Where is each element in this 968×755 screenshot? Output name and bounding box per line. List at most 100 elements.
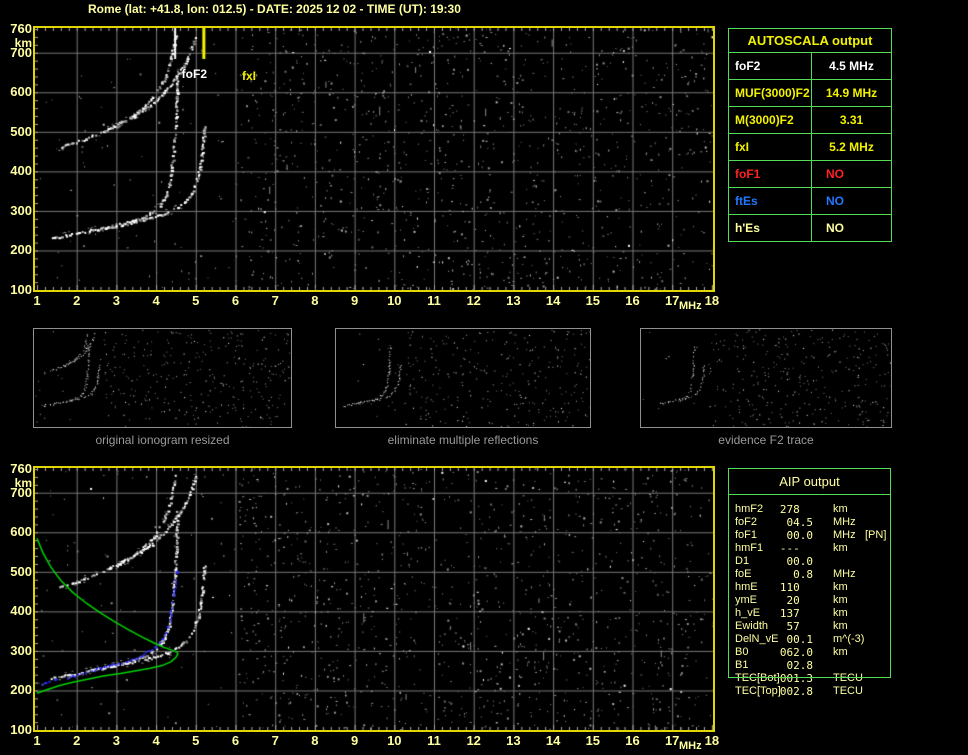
aip-row-value: 002.8 [779, 685, 813, 698]
aip-row-label: B1 [735, 659, 749, 671]
autoscala-row-label: ftEs [729, 188, 812, 214]
aip-row-unit: MHz [833, 516, 856, 528]
autoscala-row-value: NO [826, 194, 844, 208]
autoscala-row-value: 4.5 MHz [829, 59, 874, 73]
aip-row: Ewidth 57 km [729, 620, 897, 633]
aip-row-value: 00.1 [779, 633, 813, 646]
x-axis-label: 16 [625, 293, 640, 308]
autoscala-row-label: h'Es [729, 215, 812, 241]
aip-row-label: TEC[Top] [735, 685, 781, 697]
autoscala-row-label: MUF(3000)F2 [729, 80, 812, 106]
x-axis-label: 6 [231, 733, 240, 748]
fof2-marker-label: foF2 [181, 67, 207, 81]
autoscala-row-value: 5.2 MHz [829, 140, 874, 154]
y-axis-label: 100 [10, 282, 32, 298]
aip-row-value: 001.3 [779, 672, 813, 685]
autoscala-row-label: foF1 [729, 161, 812, 187]
autoscala-row-label: foF2 [729, 53, 812, 79]
bottom-ionogram-plot [33, 466, 715, 732]
aip-row: ymE 20 km [729, 594, 897, 607]
y-axis-label: 100 [10, 722, 32, 738]
thumbnail-evidence-canvas [641, 329, 891, 427]
aip-row: hmE 110 km [729, 581, 897, 594]
autoscala-row: foF1 NO [729, 160, 891, 187]
aip-row-label: TEC[Bot] [735, 672, 780, 684]
thumbnail-eliminate-reflections [335, 328, 591, 428]
fxi-marker-label: fxI [242, 69, 257, 83]
x-axis-label: 7 [271, 733, 279, 748]
aip-row-label: foE [735, 568, 752, 580]
aip-row: hmF2 278 km [729, 503, 897, 516]
aip-row-label: hmF1 [735, 542, 764, 554]
aip-row-value: 110 [779, 581, 813, 594]
x-axis-label: 15 [585, 293, 601, 308]
y-axis-label: 300 [10, 642, 32, 658]
autoscala-row-value: NO [826, 221, 844, 235]
aip-row-unit: MHz [833, 529, 856, 541]
thumbnail-original-canvas [34, 329, 291, 427]
bottom-ionogram-canvas [35, 468, 713, 730]
y-axis-label: 760 [10, 461, 32, 476]
x-axis-label: 17 [664, 733, 680, 748]
x-axis-label: 8 [311, 733, 319, 748]
x-axis-label: 9 [350, 733, 359, 748]
y-axis-label: 200 [10, 242, 32, 258]
aip-row-value: 57 [779, 620, 813, 633]
x-axis-label: 6 [231, 293, 240, 308]
aip-row-unit: km [833, 503, 848, 515]
autoscala-row: fxI 5.2 MHz [729, 133, 891, 160]
aip-row-label: ymE [735, 594, 757, 606]
aip-row-unit: MHz [833, 568, 856, 580]
top-ionogram-plot: foF2 fxI [33, 26, 715, 292]
autoscala-row-value: NO [826, 167, 844, 181]
aip-table-rows: hmF2 278 km foF2 04.5 MHz foF1 00.0 MHz [PN] hm… [729, 503, 897, 698]
x-axis-label: 10 [387, 293, 402, 308]
aip-row-label: foF1 [735, 529, 758, 541]
thumbnail-evidence-f2 [640, 328, 892, 428]
x-axis-label: 11 [427, 733, 441, 748]
aip-row: h_vE 137 km [729, 607, 897, 620]
y-axis-label: 700 [10, 44, 32, 60]
aip-row-value: 02.8 [779, 659, 813, 672]
aip-row-label: foF2 [735, 516, 758, 528]
x-axis-label: 3 [112, 293, 120, 308]
aip-table-header: AIP output [779, 474, 840, 489]
thumbnail-original-ionogram [33, 328, 292, 428]
thumbnail-eliminate-canvas [336, 329, 590, 427]
x-axis-label: 14 [545, 733, 561, 748]
aip-row-value: 137 [779, 607, 813, 620]
x-axis-label: 5 [192, 733, 200, 748]
autoscala-row-label: M(3000)F2 [729, 107, 812, 133]
aip-row: foF2 04.5 MHz [729, 516, 897, 529]
aip-row-unit: TECU [833, 672, 863, 684]
autoscala-row-value: 3.31 [839, 113, 864, 127]
aip-row-label: D1 [735, 555, 750, 567]
y-axis-label: 600 [10, 84, 32, 100]
aip-row-unit: km [833, 542, 848, 554]
aip-row-value: 04.5 [779, 516, 813, 529]
autoscala-row: foF2 4.5 MHz [729, 53, 891, 79]
aip-row-label: DelN_vE [735, 633, 779, 645]
aip-row-value: 00.0 [779, 555, 813, 568]
aip-row: foE 0.8 MHz [729, 568, 897, 581]
autoscala-table-rows: foF2 4.5 MHz MUF(3000)F2 14.9 MHz M(3000)F2 3… [729, 53, 891, 241]
x-axis-label: 14 [545, 293, 561, 308]
y-axis-label: 600 [10, 524, 32, 540]
aip-row-value: 278 [779, 503, 813, 516]
top-ionogram-canvas [35, 28, 713, 290]
aip-row-label: h_vE [735, 607, 761, 619]
aip-row-value: 0.8 [779, 568, 813, 581]
autoscala-row: h'Es NO [729, 214, 891, 241]
x-axis-label: 10 [387, 733, 402, 748]
aip-row-label: hmE [735, 581, 758, 593]
autoscala-table-header: AUTOSCALA output [729, 29, 891, 53]
aip-row: hmF1 --- km [729, 542, 897, 555]
top-x-axis-unit: MHz [679, 300, 702, 312]
x-axis-label: 5 [192, 293, 200, 308]
x-axis-label: 4 [152, 293, 160, 308]
aip-row-note: [PN] [865, 529, 887, 541]
aip-header-divider [729, 494, 890, 495]
aip-row-label: B0 [735, 646, 749, 658]
aip-row: B0 062.0 km [729, 646, 897, 659]
